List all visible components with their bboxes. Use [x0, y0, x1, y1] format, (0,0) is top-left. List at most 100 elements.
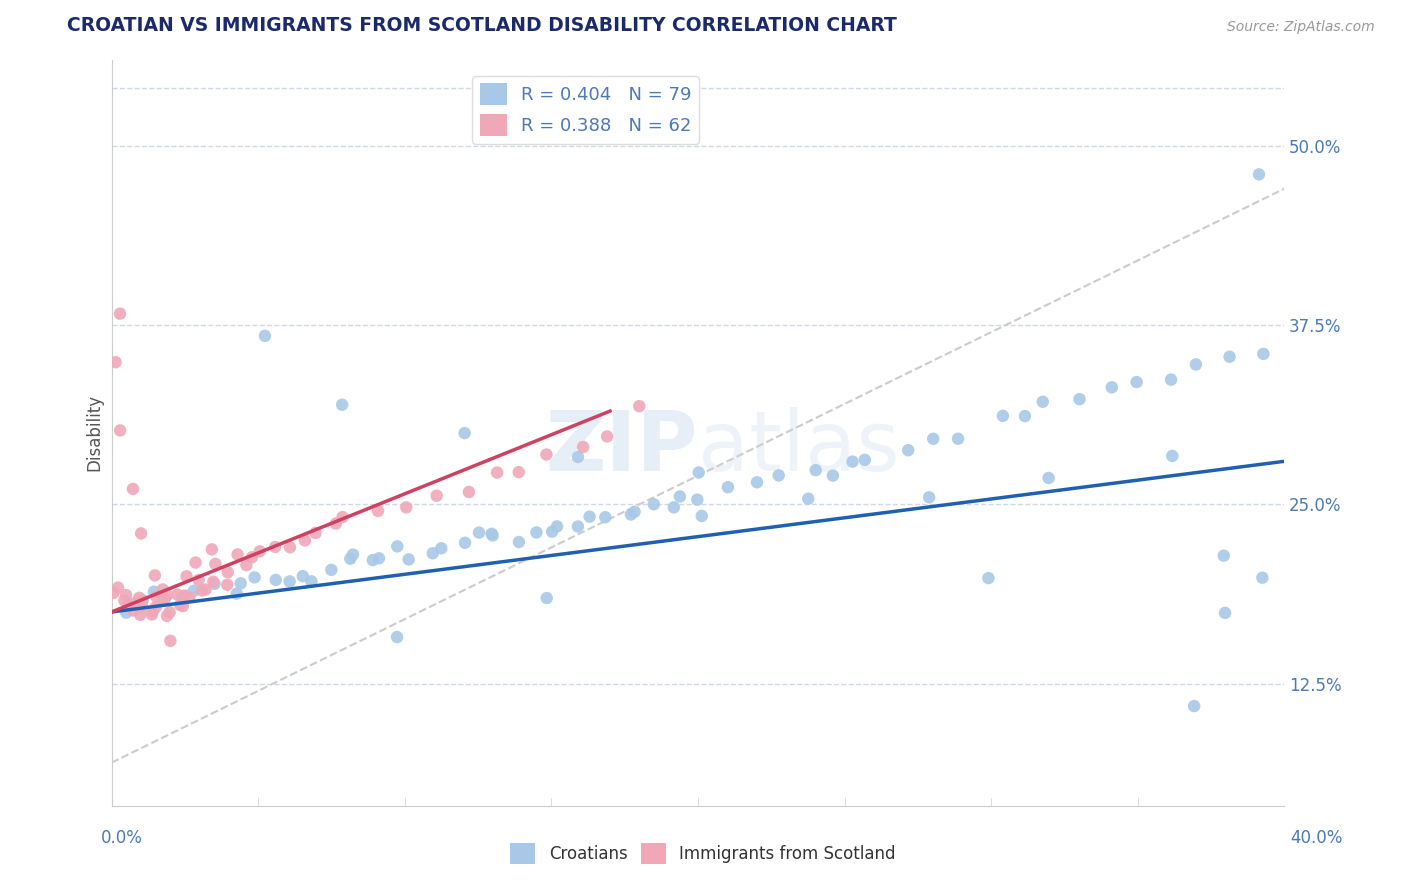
Point [243, 570, 266, 584]
Point [330, 398, 353, 412]
Point [1038, 471, 1060, 485]
Point [453, 426, 475, 441]
Point [922, 432, 945, 446]
Text: 0.0%: 0.0% [101, 829, 143, 847]
Point [426, 489, 449, 503]
Point [131, 593, 153, 607]
Point [977, 571, 1000, 585]
Point [122, 482, 145, 496]
Point [291, 569, 314, 583]
Point [596, 429, 619, 443]
Point [169, 598, 191, 612]
Point [264, 540, 287, 554]
Point [481, 528, 503, 542]
Text: Source: ZipAtlas.com: Source: ZipAtlas.com [1227, 21, 1375, 34]
Point [1219, 350, 1241, 364]
Point [159, 633, 181, 648]
Point [669, 490, 692, 504]
Point [541, 524, 564, 539]
Point [143, 568, 166, 582]
Point [143, 584, 166, 599]
Point [278, 541, 301, 555]
Point [481, 526, 503, 541]
Point [240, 550, 263, 565]
Point [1253, 347, 1275, 361]
Point [536, 591, 558, 605]
Point [253, 329, 276, 343]
Point [821, 468, 844, 483]
Text: atlas: atlas [697, 407, 900, 488]
Point [686, 492, 709, 507]
Point [797, 491, 820, 506]
Point [662, 500, 685, 515]
Point [107, 581, 129, 595]
Point [395, 500, 418, 515]
Point [299, 574, 322, 589]
Point [229, 576, 252, 591]
Text: ZIP: ZIP [546, 407, 697, 488]
Point [122, 597, 145, 611]
Point [853, 453, 876, 467]
Point [264, 573, 287, 587]
Point [112, 593, 135, 607]
Point [526, 525, 548, 540]
Point [717, 480, 740, 494]
Point [184, 556, 207, 570]
Point [567, 450, 589, 464]
Point [458, 485, 481, 500]
Point [1160, 373, 1182, 387]
Point [176, 569, 198, 583]
Point [117, 599, 139, 613]
Point [142, 604, 165, 618]
Point [368, 551, 391, 566]
Point [103, 586, 125, 600]
Point [294, 533, 316, 548]
Point [321, 563, 343, 577]
Point [179, 591, 201, 605]
Point [367, 504, 389, 518]
Point [153, 591, 176, 606]
Point [567, 519, 589, 533]
Point [486, 466, 509, 480]
Point [1213, 606, 1236, 620]
Legend: Croatians, Immigrants from Scotland: Croatians, Immigrants from Scotland [503, 837, 903, 871]
Point [841, 455, 863, 469]
Point [156, 609, 179, 624]
Point [536, 448, 558, 462]
Text: CROATIAN VS IMMIGRANTS FROM SCOTLAND DISABILITY CORRELATION CHART: CROATIAN VS IMMIGRANTS FROM SCOTLAND DIS… [67, 16, 897, 35]
Point [115, 588, 138, 602]
Point [385, 630, 408, 644]
Point [108, 424, 131, 438]
Point [166, 588, 188, 602]
Point [145, 600, 167, 615]
Legend: R = 0.404   N = 79, R = 0.388   N = 62: R = 0.404 N = 79, R = 0.388 N = 62 [472, 76, 699, 144]
Point [131, 599, 153, 614]
Point [145, 590, 167, 604]
Point [225, 587, 247, 601]
Point [690, 508, 713, 523]
Point [278, 574, 301, 589]
Point [546, 519, 568, 533]
Point [628, 399, 651, 413]
Point [187, 573, 209, 587]
Point [204, 557, 226, 571]
Point [688, 466, 710, 480]
Point [332, 510, 354, 524]
Point [918, 491, 941, 505]
Point [1251, 571, 1274, 585]
Point [623, 505, 645, 519]
Point [1182, 699, 1205, 714]
Point [172, 590, 194, 604]
Point [304, 525, 326, 540]
Point [129, 607, 152, 622]
Point [339, 551, 361, 566]
Point [1212, 549, 1234, 563]
Point [108, 307, 131, 321]
Point [128, 591, 150, 605]
Point [1101, 380, 1123, 394]
Point [141, 607, 163, 622]
Point [1125, 375, 1147, 389]
Point [183, 583, 205, 598]
Point [1014, 409, 1036, 423]
Point [122, 603, 145, 617]
